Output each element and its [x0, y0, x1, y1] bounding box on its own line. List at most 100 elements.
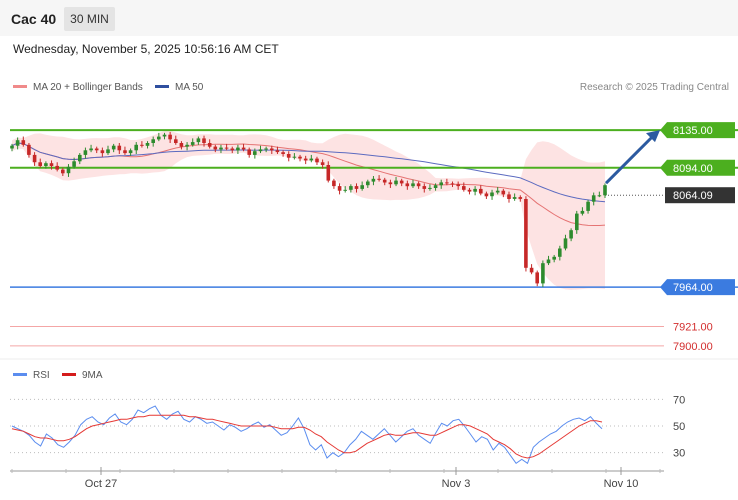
x-axis: Oct 27 Nov 3 Nov 10: [11, 467, 661, 490]
candle-body: [298, 156, 302, 159]
candle-body: [377, 178, 381, 180]
rsi-legend-label: RSI: [33, 370, 50, 381]
candle-body: [224, 147, 229, 149]
candle-body: [563, 238, 568, 249]
candle-body: [21, 140, 26, 145]
candle-body: [495, 190, 500, 193]
candle-body: [207, 143, 212, 147]
candle-body: [501, 190, 506, 195]
candle-body: [61, 169, 65, 174]
candle-body: [151, 139, 155, 143]
candle-body: [213, 146, 218, 150]
rsi-legend-swatch: [13, 373, 27, 376]
candle-body: [524, 199, 528, 268]
rsi-tick-label-1: 50: [673, 421, 685, 433]
candle-body: [473, 188, 477, 192]
candle-body: [569, 230, 573, 239]
x-tick-label-0: Oct 27: [85, 478, 117, 490]
candle-body: [428, 187, 432, 189]
candle-body: [529, 267, 534, 273]
candle-body: [371, 178, 376, 182]
candle-body: [405, 183, 410, 187]
candle-body: [49, 163, 54, 166]
candle-body: [399, 180, 404, 184]
candle-body: [597, 195, 602, 197]
candle-body: [433, 185, 438, 188]
rsi-ma-legend-label: 9MA: [82, 370, 103, 381]
candle-body: [241, 147, 246, 150]
horizontal-levels: 8135.00 8094.00 8064.09 7964.00 7921.00 7900.…: [10, 122, 738, 353]
interval-button[interactable]: 30 MIN: [64, 7, 115, 31]
candle-body: [484, 193, 489, 197]
candle-body: [72, 161, 76, 167]
candle-body: [337, 186, 342, 191]
candle-body: [174, 139, 178, 143]
candle-body: [94, 148, 99, 151]
timestamp: Wednesday, November 5, 2025 10:56:16 AM …: [13, 42, 279, 56]
forecast-arrow-shaft: [604, 134, 656, 185]
candle-body: [253, 151, 257, 155]
x-tick-label-2: Nov 10: [604, 478, 639, 490]
rsi-panel: 70 50 30: [10, 394, 685, 465]
candle-body: [360, 185, 364, 189]
candle-body: [422, 186, 427, 189]
bollinger-band-area: [12, 130, 605, 290]
candle-body: [157, 136, 161, 140]
candle-body: [467, 189, 472, 192]
x-tick-label-1: Nov 3: [442, 478, 471, 490]
candle-body: [106, 149, 110, 154]
candle-body: [258, 149, 263, 152]
candle-body: [44, 163, 48, 166]
candle-body: [236, 147, 240, 151]
candle-body: [123, 150, 127, 154]
rsi-ma-legend-swatch: [62, 373, 76, 376]
candle-body: [66, 166, 71, 174]
level-tag-2: [665, 187, 735, 204]
rsi-ma-line: [11, 414, 603, 459]
candle-body: [580, 210, 585, 214]
level-label-5: 7900.00: [673, 341, 713, 353]
candle-body: [518, 197, 523, 199]
bollinger-band: [12, 130, 605, 290]
level-label-1: 8094.00: [673, 163, 713, 175]
rsi-tick-label-2: 30: [673, 448, 685, 460]
candle-body: [439, 182, 443, 186]
rsi-tick-label-0: 70: [673, 394, 685, 406]
ma20-legend-label: MA 20 + Bollinger Bands: [33, 82, 143, 93]
moving-averages: [11, 142, 606, 226]
level-label-3: 7964.00: [673, 282, 713, 294]
candle-body: [586, 201, 590, 211]
candle-body: [292, 156, 297, 158]
candle-body: [281, 152, 285, 154]
candle-body: [27, 144, 31, 155]
candle-body: [343, 189, 347, 191]
candle-body: [354, 186, 359, 189]
candle-body: [462, 186, 466, 190]
level-tag-1: [660, 159, 735, 176]
ma20-legend-swatch: [13, 85, 27, 88]
candle-body: [128, 150, 133, 154]
ma50-line: [11, 142, 606, 203]
candle-body: [134, 144, 138, 151]
candle-body: [591, 195, 596, 202]
candle-body: [575, 213, 579, 231]
candle-body: [309, 158, 314, 161]
candle-body: [535, 272, 539, 284]
level-label-0: 8135.00: [673, 125, 713, 137]
candle-body: [558, 248, 562, 257]
top-bar: [0, 0, 738, 36]
candle-body: [286, 154, 291, 158]
candle-body: [89, 148, 93, 151]
candle-body: [450, 183, 455, 185]
candle-body: [394, 180, 398, 185]
candle-body: [10, 145, 14, 149]
candle-body: [512, 197, 517, 199]
candle-body: [83, 150, 88, 155]
candle-body: [445, 182, 449, 184]
candle-body: [382, 179, 387, 183]
candle-body: [603, 185, 607, 196]
candle-body: [117, 145, 122, 151]
candle-body: [168, 134, 172, 140]
candle-body: [326, 165, 331, 181]
